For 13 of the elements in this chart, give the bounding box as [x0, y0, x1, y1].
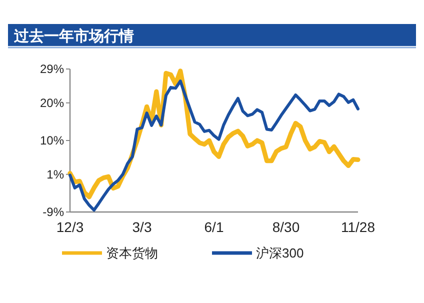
chart-title: 过去一年市场行情 [13, 27, 134, 45]
legend-label: 资本货物 [106, 246, 158, 261]
x-tick-label: 6/1 [204, 219, 224, 235]
x-tick-label: 8/30 [272, 219, 300, 235]
legend-label: 沪深300 [256, 246, 304, 261]
y-tick-label: 20% [40, 96, 64, 110]
y-tick-label: 29% [40, 62, 64, 76]
x-tick-label: 3/3 [132, 219, 152, 235]
y-tick-label: -9% [42, 205, 64, 220]
y-tick-label: 10% [40, 134, 64, 148]
x-tick-label: 12/3 [56, 219, 84, 235]
x-tick-label: 11/28 [341, 219, 376, 235]
y-tick-label: 1% [46, 168, 64, 182]
